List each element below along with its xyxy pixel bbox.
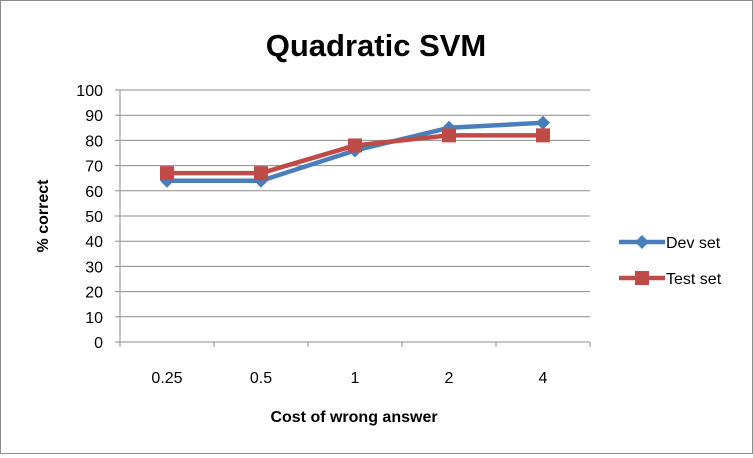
- data-point: [254, 166, 268, 181]
- y-tick-label: 70: [85, 159, 103, 176]
- legend: Dev set Test set: [619, 235, 722, 288]
- y-tick-label: 20: [85, 285, 103, 302]
- y-tick-label: 30: [85, 259, 103, 276]
- data-point: [442, 128, 456, 143]
- y-axis-title: % correct: [35, 179, 52, 253]
- y-tick-label: 90: [85, 108, 103, 125]
- y-tick-labels: 0 10 20 30 40 50 60 70 80 90 100: [76, 83, 103, 352]
- legend-marker: [635, 271, 649, 285]
- series-test-set: [160, 128, 550, 181]
- grid-lines: [115, 89, 590, 343]
- x-axis-title: Cost of wrong answer: [270, 409, 437, 426]
- axes: [119, 90, 591, 347]
- data-point: [348, 138, 362, 153]
- x-tick-labels: 0.25 0.5 1 2 4: [151, 370, 547, 387]
- legend-marker: [635, 235, 649, 249]
- data-point: [160, 166, 174, 181]
- legend-item: Test set: [619, 271, 722, 288]
- y-tick-label: 10: [85, 310, 103, 327]
- legend-item: Dev set: [619, 235, 721, 252]
- y-tick-label: 50: [85, 209, 103, 226]
- y-tick-label: 0: [94, 335, 103, 352]
- data-point: [536, 115, 550, 130]
- x-tick-label: 0.5: [250, 370, 272, 387]
- data-point: [536, 128, 550, 143]
- chart-title: Quadratic SVM: [266, 28, 487, 63]
- series-group: [160, 115, 550, 188]
- x-tick-label: 0.25: [151, 370, 182, 387]
- legend-label: Dev set: [666, 235, 721, 252]
- y-tick-label: 40: [85, 234, 103, 251]
- y-tick-label: 100: [76, 83, 103, 100]
- x-tick-label: 4: [539, 370, 548, 387]
- y-tick-label: 80: [85, 133, 103, 150]
- x-tick-label: 1: [351, 370, 360, 387]
- y-tick-label: 60: [85, 184, 103, 201]
- legend-label: Test set: [666, 271, 722, 288]
- x-tick-label: 2: [445, 370, 454, 387]
